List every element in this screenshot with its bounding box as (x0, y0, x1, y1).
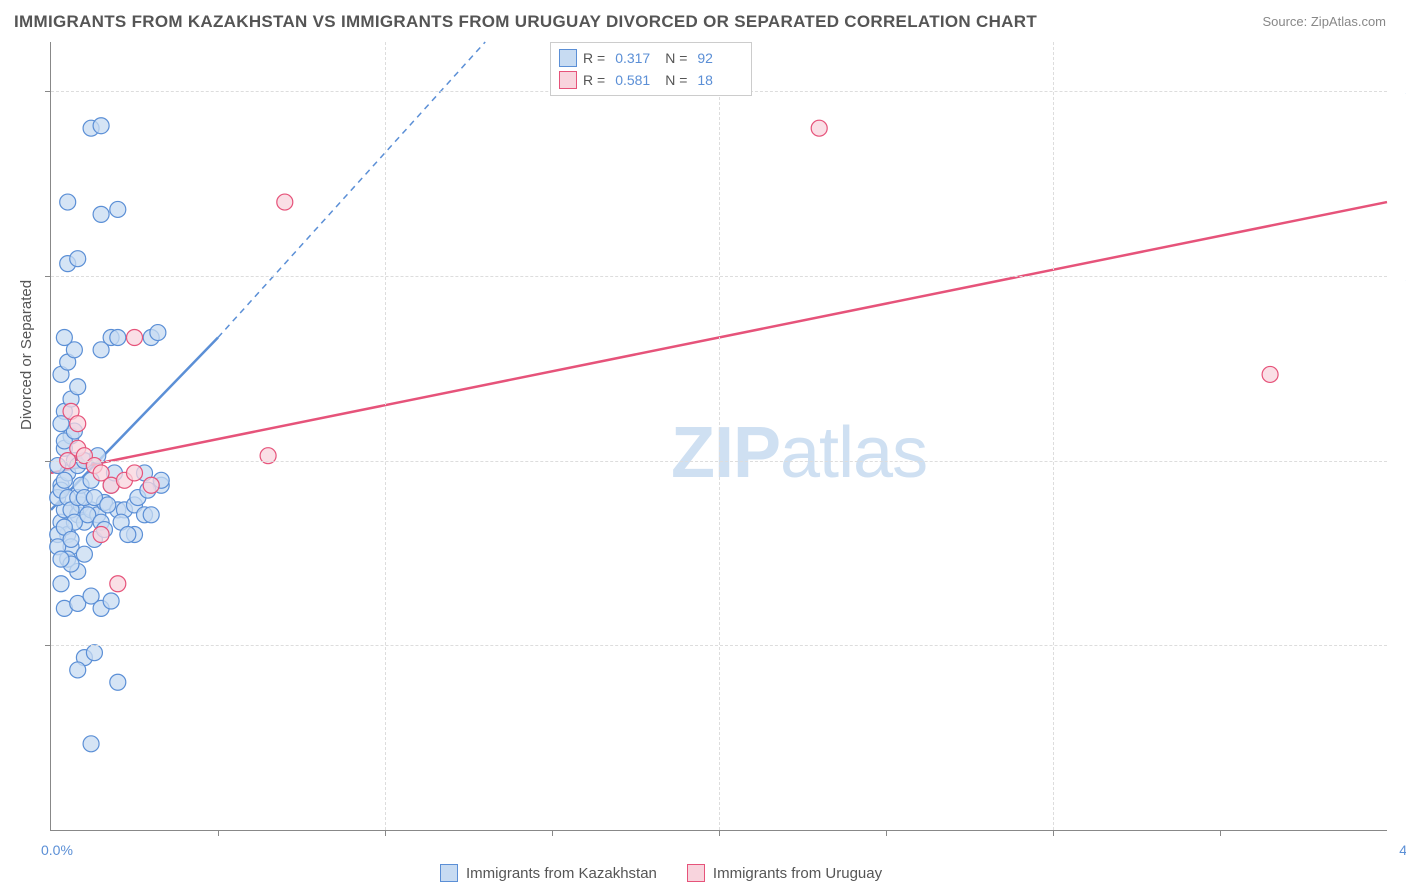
legend-row-uruguay: R = 0.581 N = 18 (559, 69, 741, 91)
swatch-kazakhstan (440, 864, 458, 882)
chart-title: IMMIGRANTS FROM KAZAKHSTAN VS IMMIGRANTS… (14, 12, 1037, 32)
y-axis-label: Divorced or Separated (18, 280, 35, 430)
r-label: R = (583, 72, 605, 88)
swatch-kazakhstan (559, 49, 577, 67)
r-label: R = (583, 50, 605, 66)
x-tick-min: 0.0% (41, 842, 73, 858)
legend-row-kazakhstan: R = 0.317 N = 92 (559, 47, 741, 69)
legend-item-kazakhstan: Immigrants from Kazakhstan (440, 864, 657, 882)
n-value-uruguay: 18 (697, 72, 741, 88)
swatch-uruguay (559, 71, 577, 89)
series-name-kazakhstan: Immigrants from Kazakhstan (466, 865, 657, 882)
legend-item-uruguay: Immigrants from Uruguay (687, 864, 882, 882)
r-value-kazakhstan: 0.317 (615, 50, 659, 66)
n-label: N = (665, 72, 687, 88)
series-name-uruguay: Immigrants from Uruguay (713, 865, 882, 882)
n-label: N = (665, 50, 687, 66)
swatch-uruguay (687, 864, 705, 882)
series-legend: Immigrants from Kazakhstan Immigrants fr… (440, 864, 882, 882)
n-value-kazakhstan: 92 (697, 50, 741, 66)
x-tick-max: 40.0% (1399, 842, 1406, 858)
r-value-uruguay: 0.581 (615, 72, 659, 88)
source-label: Source: ZipAtlas.com (1262, 14, 1386, 29)
stats-legend: R = 0.317 N = 92 R = 0.581 N = 18 (550, 42, 752, 96)
plot-area: ZIPatlas 0.0% 40.0% 7.5%15.0%22.5%30.0% (50, 42, 1387, 831)
